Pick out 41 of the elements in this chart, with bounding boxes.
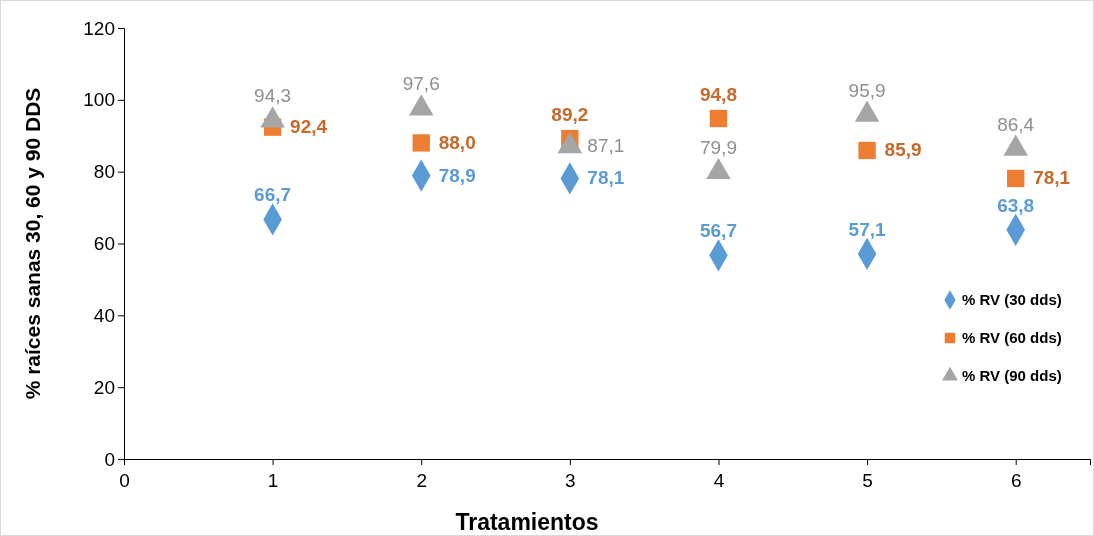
data-label: 79,9 bbox=[699, 137, 737, 159]
data-label: 85,9 bbox=[884, 139, 922, 161]
y-tick-label: 40 bbox=[93, 304, 115, 326]
x-tick-label: 3 bbox=[565, 470, 576, 491]
x-tick-label: 1 bbox=[267, 470, 279, 491]
data-label: 88,0 bbox=[438, 131, 476, 153]
x-tick-label: 4 bbox=[713, 470, 725, 491]
x-tick-label: 6 bbox=[1010, 470, 1022, 491]
data-label: 94,3 bbox=[254, 85, 292, 107]
y-tick-label: 120 bbox=[83, 17, 115, 39]
data-label: 87,1 bbox=[587, 135, 625, 157]
data-label: 94,8 bbox=[699, 83, 737, 105]
legend-label: % RV (30 dds) bbox=[962, 291, 1062, 308]
point bbox=[1007, 169, 1025, 188]
data-label: 56,7 bbox=[699, 220, 737, 242]
data-label: 92,4 bbox=[290, 116, 328, 138]
point bbox=[709, 109, 728, 128]
y-tick-label: 20 bbox=[93, 376, 115, 398]
x-axis-title: Tratamientos bbox=[455, 509, 599, 535]
data-label: 57,1 bbox=[848, 218, 886, 240]
x-tick-label: 5 bbox=[862, 470, 873, 491]
data-label: 97,6 bbox=[402, 73, 440, 95]
data-label: 63,8 bbox=[997, 194, 1035, 216]
y-tick-label: 60 bbox=[93, 233, 115, 255]
y-tick-label: 80 bbox=[93, 161, 115, 183]
legend-label: % RV (90 dds) bbox=[962, 367, 1062, 384]
y-tick-label: 100 bbox=[83, 89, 115, 111]
data-label: 66,7 bbox=[254, 184, 292, 206]
legend-label: % RV (60 dds) bbox=[962, 329, 1062, 346]
point bbox=[412, 134, 430, 152]
y-axis-title: % raíces sanas 30, 60 y 90 DDS bbox=[21, 87, 44, 400]
data-label: 86,4 bbox=[997, 113, 1035, 135]
data-label: 89,2 bbox=[551, 103, 589, 125]
data-label: 78,9 bbox=[438, 164, 476, 186]
data-label: 78,1 bbox=[587, 167, 625, 189]
x-tick-label: 0 bbox=[119, 470, 130, 491]
point bbox=[858, 141, 876, 160]
data-label: 78,1 bbox=[1033, 167, 1071, 189]
y-tick-label: 0 bbox=[104, 448, 115, 470]
data-label: 95,9 bbox=[848, 79, 886, 101]
x-tick-label: 2 bbox=[416, 470, 428, 491]
